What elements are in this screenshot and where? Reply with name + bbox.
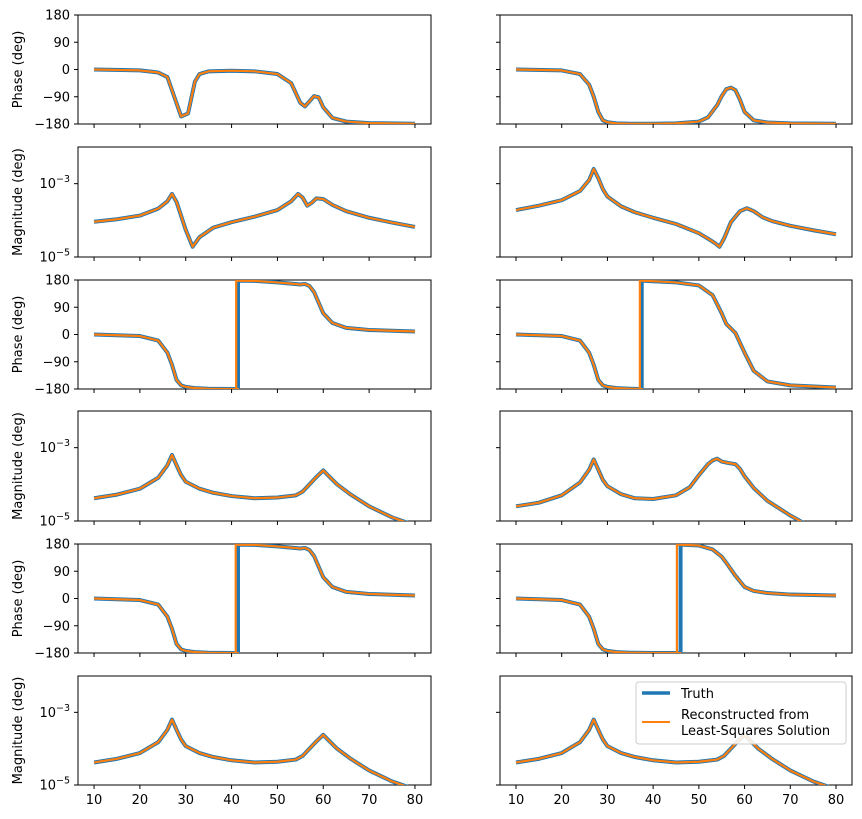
- panel-r3-c0-ytick-label-1e-5: 10−5: [39, 512, 70, 530]
- panel-r2-c0-ytick-label-4: 180: [45, 274, 70, 289]
- x-tick-label-30: 30: [177, 793, 194, 808]
- panel-r0-c0-ytick-label-0: −180: [34, 118, 70, 133]
- legend-frame: [635, 681, 847, 745]
- x-tick-label-80: 80: [828, 793, 845, 808]
- panel-r3-c0: 10−3 10−5 Magnitude (deg): [11, 410, 432, 530]
- panel-r1-c0-ylabel: Magnitude (deg): [11, 148, 26, 256]
- panel-r3-c0-recon-line: [93, 453, 406, 521]
- x-tick-label-10: 10: [86, 793, 103, 808]
- panel-r4-c0-ytick-label-0: −180: [34, 647, 70, 662]
- panel-r5-c0-frame: [77, 675, 432, 786]
- panel-r1-c0-ytick-label-1e-3: 10−3: [39, 174, 70, 192]
- panel-r4-c1-recon-line: [515, 544, 837, 653]
- x-tick-label-30: 30: [599, 793, 616, 808]
- panel-r0-c0-ytick-label-4: 180: [45, 9, 70, 24]
- panel-r2-c0-ytick-label-2: 0: [62, 328, 70, 343]
- legend-recon-label-line2: Least-Squares Solution: [681, 724, 830, 739]
- panel-r4-c0-recon-line: [94, 544, 415, 653]
- panel-r3-c0-frame: [77, 410, 432, 522]
- panel-r4-c0-ylabel: Phase (deg): [11, 560, 26, 638]
- panel-r4-c0: −180 −90 0 90 180 Phase (deg): [11, 538, 432, 662]
- x-tick-label-40: 40: [223, 793, 240, 808]
- x-tick-label-10: 10: [508, 793, 525, 808]
- panel-r1-c0-recon-line: [93, 192, 416, 248]
- x-tick-label-20: 20: [553, 793, 570, 808]
- panel-r4-c0-ytick-label-3: 90: [53, 565, 70, 580]
- panel-r0-c0-ytick-label-2: 0: [62, 63, 70, 78]
- panel-r3-c1: [496, 410, 853, 525]
- panel-r5-c0-ytick-label-1e-5: 10−5: [39, 776, 70, 794]
- panel-r0-c0: −180 −90 0 90 180 Phase (deg): [11, 9, 432, 133]
- panel-r2-c1: [496, 279, 853, 393]
- panel-r1-c0: 10−3 10−5 Magnitude (deg): [11, 146, 432, 266]
- x-tick-label-50: 50: [691, 793, 708, 808]
- panel-r4-c0-ytick-label-1: −90: [43, 619, 70, 634]
- panel-r2-c0-recon-line: [94, 280, 415, 389]
- panel-r1-c1-recon-line: [515, 167, 837, 248]
- x-tick-label-40: 40: [645, 793, 662, 808]
- panel-r0-c1: [496, 14, 853, 128]
- panel-r5-c0-ytick-label-1e-3: 10−3: [39, 703, 70, 721]
- legend: Truth Reconstructed from Least-Squares S…: [635, 681, 847, 745]
- x-tick-label-60: 60: [315, 793, 332, 808]
- panel-r1-c1: [496, 146, 853, 261]
- panel-r0-c0-ytick-label-3: 90: [53, 36, 70, 51]
- panel-r1-c0-ytick-label-1e-5: 10−5: [39, 248, 70, 266]
- panel-r1-c0-frame: [77, 146, 432, 258]
- panel-r3-c1-frame: [499, 410, 853, 522]
- x-tick-label-70: 70: [361, 793, 378, 808]
- legend-truth-label: Truth: [680, 687, 714, 702]
- x-tick-label-60: 60: [736, 793, 753, 808]
- x-tick-label-70: 70: [782, 793, 799, 808]
- panel-r4-c0-ytick-label-2: 0: [62, 592, 70, 607]
- panel-r2-c0-ytick-label-3: 90: [53, 301, 70, 316]
- panel-r3-c0-ytick-label-1e-3: 10−3: [39, 438, 70, 456]
- panel-r0-c1-recon-line: [515, 68, 837, 124]
- panel-r5-c0: 10 20 30 40 50 60 70 80 10−3 10−5 Magnitude (deg): [11, 675, 432, 808]
- x-tick-label-80: 80: [407, 793, 424, 808]
- panel-r3-c0-ylabel: Magnitude (deg): [11, 412, 26, 520]
- panel-r2-c0-ytick-label-1: −90: [43, 355, 70, 370]
- panel-r0-c0-ylabel: Phase (deg): [11, 31, 26, 109]
- x-tick-label-50: 50: [269, 793, 286, 808]
- panels-layer: −180 −90 0 90 180 Phase (deg) −180 −90 0 90 180 Pha…: [11, 9, 853, 808]
- panel-r3-c1-recon-line: [515, 457, 803, 521]
- panel-r4-c0-ytick-label-4: 180: [45, 538, 70, 553]
- panel-r4-c1: [496, 543, 853, 657]
- panel-r2-c0-ytick-label-0: −180: [34, 383, 70, 398]
- panel-r5-c0-recon-line: [93, 718, 406, 785]
- panel-r0-c0-recon-line: [94, 68, 415, 124]
- panel-r2-c0-ylabel: Phase (deg): [11, 296, 26, 374]
- x-tick-label-20: 20: [132, 793, 149, 808]
- panel-r2-c0: −180 −90 0 90 180 Phase (deg): [11, 274, 432, 398]
- legend-recon-label-line1: Reconstructed from: [681, 708, 809, 723]
- panel-r5-c0-ylabel: Magnitude (deg): [11, 677, 26, 785]
- panel-r0-c0-ytick-label-1: −90: [43, 90, 70, 105]
- panel-r5-c1-recon-line: [515, 718, 827, 785]
- panel-r2-c1-recon-line: [515, 280, 837, 389]
